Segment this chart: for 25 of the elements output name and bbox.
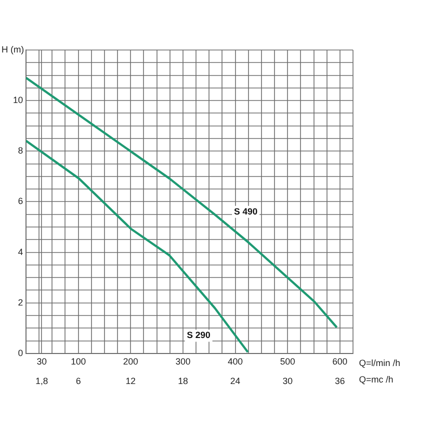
x2-tick-label: 6	[76, 376, 81, 386]
x2-tick-label: 36	[334, 376, 345, 386]
annotation: S 290	[186, 330, 210, 340]
x-tick-label: 400	[228, 356, 243, 366]
x-tick-label: 30	[36, 356, 47, 366]
y-tick-label: 0	[18, 348, 24, 358]
x2-tick-label: 24	[230, 376, 240, 386]
x2-tick-label: 12	[126, 376, 136, 386]
y-tick-label: 10	[12, 95, 24, 106]
y-tick-label: 6	[18, 196, 24, 206]
y-axis-title: H (m)	[2, 44, 24, 54]
x-tick-label: 200	[123, 356, 138, 366]
x2-tick-label: 1,8	[35, 376, 48, 386]
x-tick-label: 500	[280, 356, 296, 366]
x-axis-title: Q=l/min /h	[359, 358, 400, 368]
x2-tick-label: 30	[282, 376, 293, 386]
x-tick-label: 300	[175, 356, 190, 366]
y-tick-label: 2	[18, 297, 24, 308]
y-tick-label: 4	[18, 246, 24, 257]
x2-axis-title: Q=mc /h	[359, 374, 394, 385]
x-tick-label: 100	[70, 356, 86, 366]
x2-tick-label: 18	[178, 376, 188, 386]
annotation: S 490	[234, 206, 258, 216]
y-tick-label: 8	[18, 146, 24, 156]
x-tick-label: 600	[332, 356, 348, 366]
